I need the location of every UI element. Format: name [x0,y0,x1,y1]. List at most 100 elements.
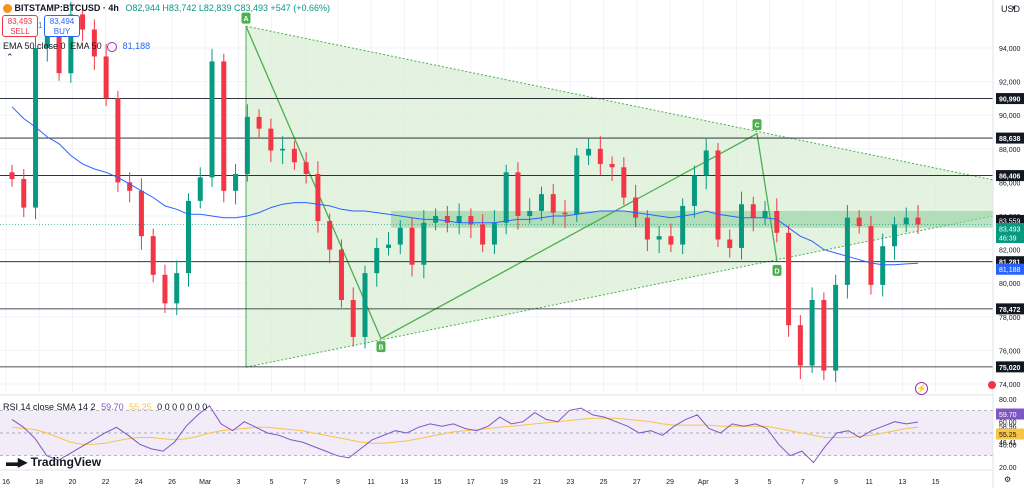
candle-body [739,204,745,248]
collapse-chevron-icon[interactable]: ⌃ [6,52,14,62]
candle-body [209,61,215,178]
sell-price: 83,493 [7,17,33,26]
candle-body [33,48,39,208]
point-label-d: D [772,264,782,276]
candle-body [350,300,356,337]
axis-bg [993,0,1024,488]
candle-body [550,194,556,213]
price-axis[interactable]: 74,00076,00078,00080,00082,00084,00086,0… [992,0,1024,488]
abcd-pattern-line[interactable] [245,25,778,340]
time-axis[interactable]: 16 18 20 22 24 26 Mar 3 5 7 9 11 13 15 17 19 21 23 25 27 29 A… [0,469,993,486]
settings-gear-icon[interactable]: ⚙ [1004,475,1012,484]
price-tick-label: 94,000 [999,46,1021,53]
point-label-b: B [376,341,386,353]
rsi-band [0,410,993,456]
level-price-label[interactable]: 88,638 [996,132,1024,144]
tradingview-logo-text: TradingView [30,455,102,469]
ema-legend[interactable]: EMA 50 close 0 EMA 50 81,188 [3,41,150,52]
level-label-text: 86,406 [999,174,1021,181]
time-tick-label: 20 [69,479,77,486]
time-tick-label: 11 [368,479,375,486]
current-price-label[interactable]: 46:39 [996,232,1024,244]
candle-body [68,14,74,74]
lightning-icon[interactable]: ⚡ [915,382,928,395]
level-price-label[interactable]: 90,990 [996,93,1024,105]
buy-button[interactable]: 83,494 BUY [44,15,80,37]
candle-body [856,217,862,227]
candle-body [656,236,662,240]
time-tick-label: 17 [467,479,475,486]
time-tick-label: 9 [834,479,838,486]
candle-body [668,236,674,245]
current-price-label[interactable]: 83,493 [996,223,1024,235]
candle-body [44,26,50,48]
candle-body [762,210,768,218]
candle-body [491,222,497,245]
rsi-value-label[interactable]: 58.96 [999,424,1017,431]
candle-body [56,26,62,74]
time-tick-label: 25 [600,479,608,486]
rsi-legend[interactable]: RSI 14 close SMA 14 2 59.70 55.25 0 0 0 … [3,402,207,412]
time-tick-label: 22 [102,479,110,486]
price-label-text: 81,188 [999,267,1021,274]
candle-body [456,216,462,223]
candle-body [138,190,144,237]
triangle-fill [246,26,993,368]
current-price-label[interactable]: 81,188 [996,263,1024,275]
candle-body [633,197,639,218]
candle-body [891,224,897,247]
buy-label: BUY [53,27,71,36]
candle-body [162,274,168,304]
currency-label[interactable]: USD [1001,4,1021,14]
rsi-tick-label: 20.00 [999,465,1017,472]
candle-body [503,172,509,223]
rsi-panel[interactable] [0,394,1024,464]
candle-body [691,175,697,206]
rsi-sma-line [11,417,919,445]
time-tick-label: 23 [567,479,575,486]
candle-body [444,216,450,223]
candle-body [386,244,392,248]
rsi-label-text: 46.41 [999,440,1017,447]
settings-icon[interactable] [107,41,118,52]
triangle-lower-trendline[interactable] [245,215,994,368]
symbol-header[interactable]: BITSTAMP:BTCUSD · 4h O82,944 H83,742 L82… [3,3,330,14]
level-price-label[interactable]: 78,472 [996,303,1024,315]
horizontal-levels[interactable] [0,98,993,368]
time-tick-label: 9 [336,479,340,486]
candle-body [562,212,568,215]
level-price-label[interactable]: 86,406 [996,170,1024,182]
rsi-value-label[interactable]: 46.41 [999,440,1017,447]
time-tick-label: 19 [500,479,508,486]
candle-body [574,155,580,215]
candle-body [256,116,262,129]
price-label-text: 83,559 [999,218,1021,225]
sell-button[interactable]: 83,493 SELL [2,15,38,37]
time-tick-label: 5 [270,479,274,486]
bitcoin-icon [3,4,12,14]
candle-body [291,148,297,163]
point-label-bg [376,341,386,353]
candle-body [338,249,344,300]
currency-chevron-icon[interactable]: ▾ [1012,5,1016,12]
candle-body [868,226,874,285]
time-tick-label: 24 [135,479,143,486]
candle-body [362,273,368,337]
rsi-value-label[interactable]: 59.70 [996,408,1024,420]
price-label-bg [996,232,1024,244]
price-label-bg [996,214,1024,226]
triangle-upper-trendline[interactable] [245,25,994,181]
rsi-label: RSI 14 close SMA 14 2 [3,402,96,412]
price-tick-label: 82,000 [999,248,1021,255]
candle-body [915,217,921,225]
candle-body [397,227,403,245]
rsi-value-label[interactable]: 55.25 [996,428,1024,440]
current-price-label[interactable]: 83,559 [996,214,1024,226]
candle-body [150,236,156,275]
level-price-label[interactable]: 75,020 [996,361,1024,373]
time-tick-label: 7 [303,479,307,486]
level-label-bg [996,256,1024,268]
candle-body [821,300,827,371]
level-price-label[interactable]: 81,281 [996,256,1024,268]
